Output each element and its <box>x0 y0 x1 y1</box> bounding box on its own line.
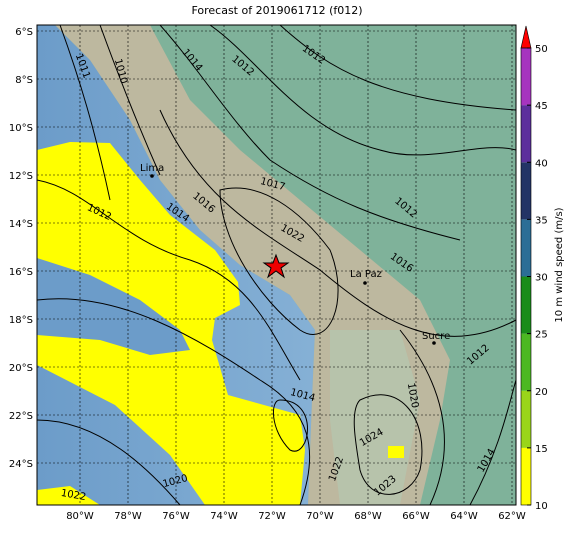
colorbar-tick-label: 35 <box>535 215 548 226</box>
lat-label: 22°S <box>9 411 33 422</box>
colorbar-segment <box>521 162 531 220</box>
colorbar-segment <box>521 105 531 163</box>
colorbar-segment <box>521 390 531 448</box>
wind-area <box>37 486 100 505</box>
colorbar-tick-label: 40 <box>535 158 548 169</box>
lon-label: 78°W <box>114 511 142 522</box>
colorbar-segment <box>521 219 531 277</box>
isobars <box>37 25 516 505</box>
lon-label: 74°W <box>210 511 238 522</box>
lat-label: 24°S <box>9 459 33 470</box>
city-dot <box>432 341 436 345</box>
city-dot <box>150 174 154 178</box>
colorbar-tick-label: 50 <box>535 44 548 55</box>
city-dot <box>363 281 367 285</box>
lon-label: 66°W <box>402 511 430 522</box>
colorbar-segment <box>521 333 531 391</box>
city-label: La Paz <box>350 269 382 280</box>
colorbar-extension <box>520 25 532 49</box>
altiplano <box>330 330 420 505</box>
colorbar-tick-label: 10 <box>535 501 548 512</box>
city-label: Sucre <box>422 331 450 342</box>
colorbar-tick-label: 20 <box>535 387 548 398</box>
graticule <box>37 25 516 505</box>
lat-label: 14°S <box>9 219 33 230</box>
title: Forecast of 2019061712 (f012) <box>191 4 362 17</box>
colorbar-segment <box>521 48 531 106</box>
colorbar-tick-label: 15 <box>535 444 548 455</box>
city-label: Lima <box>140 163 164 174</box>
lat-label: 18°S <box>9 315 33 326</box>
lon-label: 68°W <box>354 511 382 522</box>
isobar-label: 1022 <box>60 488 87 503</box>
colorbar-tick-label: 25 <box>535 330 548 341</box>
lon-label: 64°W <box>450 511 478 522</box>
wind-area <box>388 446 404 458</box>
lon-label: 70°W <box>306 511 334 522</box>
lat-label: 20°S <box>9 363 33 374</box>
colorbar-segment <box>521 276 531 334</box>
lon-label: 72°W <box>258 511 286 522</box>
colorbar-tick-label: 45 <box>535 101 548 112</box>
colorbar-segment <box>521 447 531 505</box>
lat-label: 12°S <box>9 171 33 182</box>
lon-label: 80°W <box>66 511 94 522</box>
map-frame <box>36 24 517 506</box>
location-star <box>262 253 290 279</box>
colorbar-tick-label: 30 <box>535 273 548 284</box>
lon-label: 76°W <box>162 511 190 522</box>
lat-label: 8°S <box>15 75 33 86</box>
lat-label: 10°S <box>9 123 33 134</box>
lat-label: 16°S <box>9 267 33 278</box>
lon-label: 62°W <box>498 511 526 522</box>
colorbar-label: 10 m wind speed (m/s) <box>554 207 565 322</box>
isobar-label: 1020 <box>405 382 420 409</box>
lat-label: 6°S <box>15 27 33 38</box>
